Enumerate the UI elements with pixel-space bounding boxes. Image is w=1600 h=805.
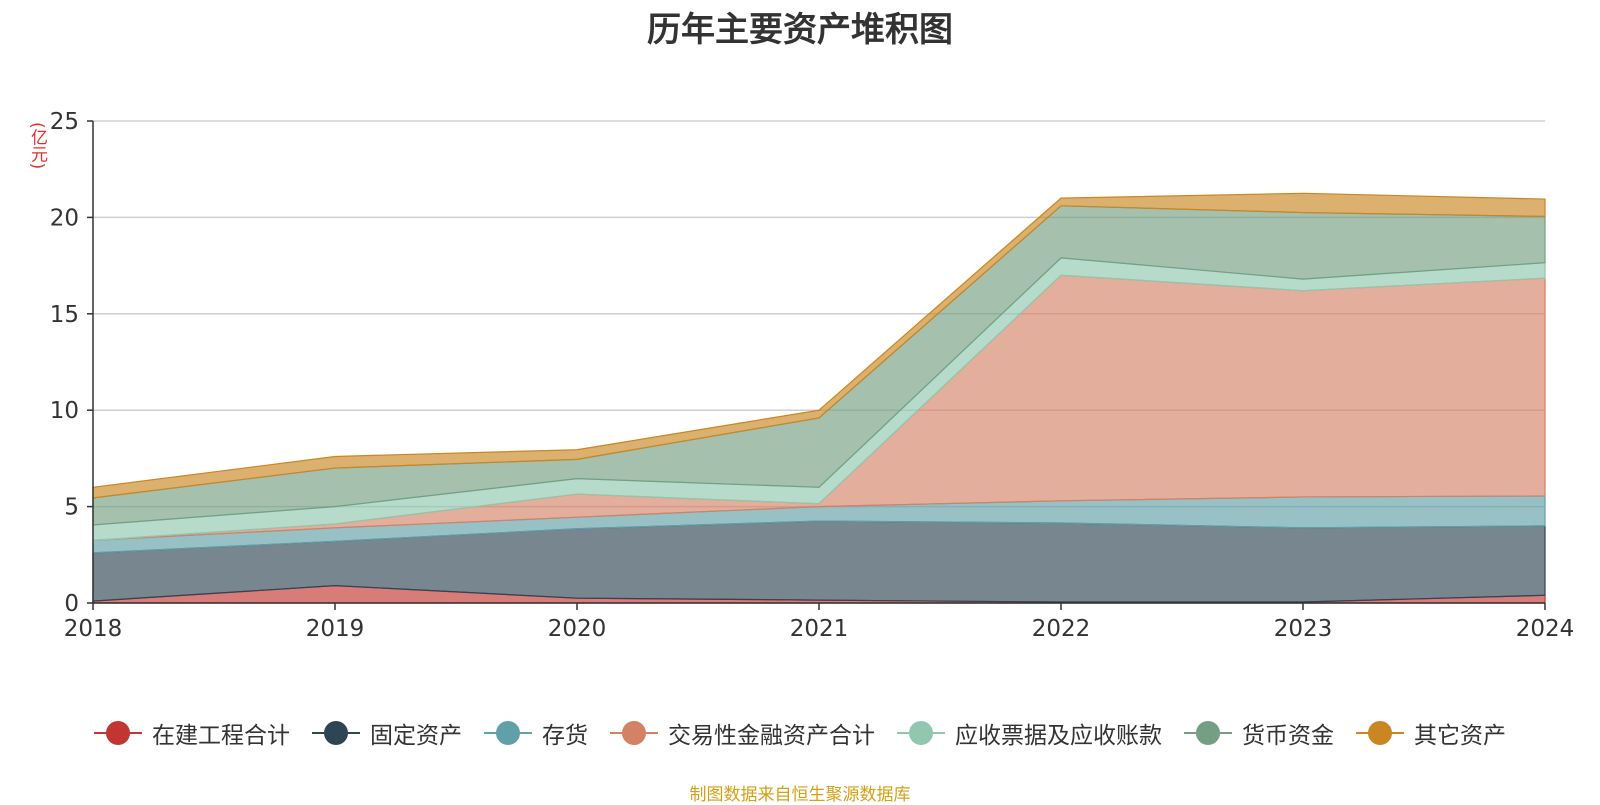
legend-item[interactable]: 在建工程合计 bbox=[94, 716, 290, 750]
legend-label: 其它资产 bbox=[1414, 723, 1506, 749]
chart-title: 历年主要资产堆积图 bbox=[647, 10, 953, 50]
x-tick-label: 2022 bbox=[1032, 616, 1091, 642]
legend-marker-icon bbox=[897, 720, 945, 746]
y-axis-unit-label: (亿元) bbox=[27, 122, 47, 170]
y-tick-label: 20 bbox=[50, 205, 79, 231]
legend-label: 应收票据及应收账款 bbox=[955, 723, 1162, 749]
legend-item[interactable]: 存货 bbox=[484, 716, 588, 750]
legend-marker-icon bbox=[1356, 720, 1404, 746]
legend-marker-icon bbox=[610, 720, 658, 746]
legend-item[interactable]: 交易性金融资产合计 bbox=[610, 716, 875, 750]
y-tick-label: 10 bbox=[50, 398, 79, 424]
x-tick-label: 2019 bbox=[306, 616, 365, 642]
legend-item[interactable]: 固定资产 bbox=[312, 716, 462, 750]
legend-marker-icon bbox=[484, 720, 532, 746]
legend-item[interactable]: 其它资产 bbox=[1356, 716, 1506, 750]
y-tick-label: 15 bbox=[50, 302, 79, 328]
legend-marker-icon bbox=[94, 720, 142, 746]
legend-item[interactable]: 应收票据及应收账款 bbox=[897, 716, 1162, 750]
legend-label: 固定资产 bbox=[370, 723, 462, 749]
stacked-area-chart: 0 5 10 15 20 25 2018 2019 2020 2021 2022 2023 2024 bbox=[50, 109, 1575, 642]
legend-marker-icon bbox=[1184, 720, 1232, 746]
legend-label: 在建工程合计 bbox=[152, 723, 290, 749]
y-tick-label: 0 bbox=[64, 591, 79, 617]
area-series-6 bbox=[92, 192, 1546, 499]
x-tick-label: 2024 bbox=[1516, 616, 1575, 642]
x-tick-label: 2018 bbox=[64, 616, 123, 642]
x-tick-label: 2023 bbox=[1274, 616, 1333, 642]
legend-label: 货币资金 bbox=[1242, 723, 1334, 749]
x-tick-label: 2020 bbox=[548, 616, 607, 642]
y-tick-label: 25 bbox=[50, 109, 79, 135]
y-tick-label: 5 bbox=[64, 495, 79, 521]
legend-item[interactable]: 货币资金 bbox=[1184, 716, 1334, 750]
data-source-note: 制图数据来自恒生聚源数据库 bbox=[689, 785, 911, 805]
x-tick-label: 2021 bbox=[790, 616, 849, 642]
legend-marker-icon bbox=[312, 720, 360, 746]
legend-label: 交易性金融资产合计 bbox=[668, 723, 875, 749]
chart-legend: 在建工程合计 固定资产 存货 交易性金融资产合计 应收票据及应收账款 货币资金 其它资产 bbox=[0, 716, 1600, 750]
legend-label: 存货 bbox=[542, 723, 588, 749]
